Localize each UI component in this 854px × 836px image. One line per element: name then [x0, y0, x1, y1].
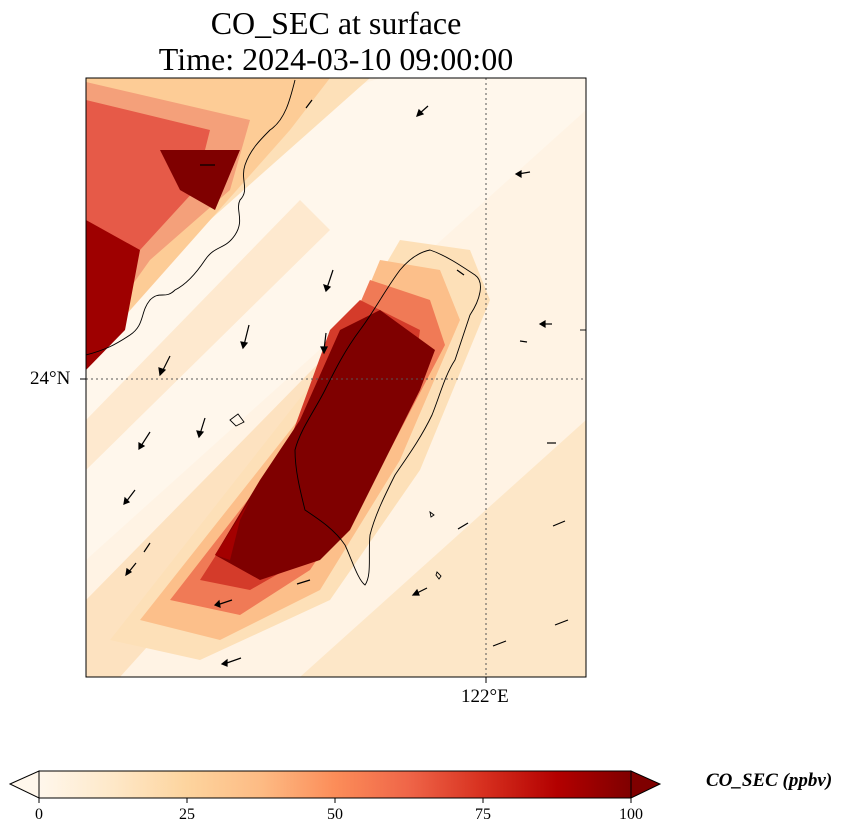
coastline: [86, 79, 586, 586]
colorbar-tick-label: 100: [619, 806, 643, 823]
map-frame: [85, 77, 587, 678]
wind-vectors: [123, 99, 569, 667]
colorbar: [8, 770, 662, 803]
colorbar-ticks: [38, 798, 632, 803]
colorbar-tick-label: 25: [179, 806, 195, 823]
chart-subtitle: Time: 2024-03-10 09:00:00: [158, 41, 514, 77]
colorbar-extend-min: [8, 770, 40, 799]
map-plot: [80, 77, 587, 683]
colorbar-gradient: [39, 771, 631, 798]
colorbar-tick-label: 75: [475, 806, 491, 823]
colorbar-extend-max: [630, 770, 662, 799]
colorbar-tick-label: 50: [327, 806, 343, 823]
lat-tick-label: 24°N: [30, 368, 71, 389]
concentration-field: [86, 78, 586, 677]
colorbar-tick-label: 0: [35, 806, 43, 823]
chart-title: CO_SEC at surface: [210, 5, 462, 41]
colorbar-label: CO_SEC (ppbv): [706, 770, 833, 791]
lon-tick-label: 122°E: [461, 686, 509, 707]
